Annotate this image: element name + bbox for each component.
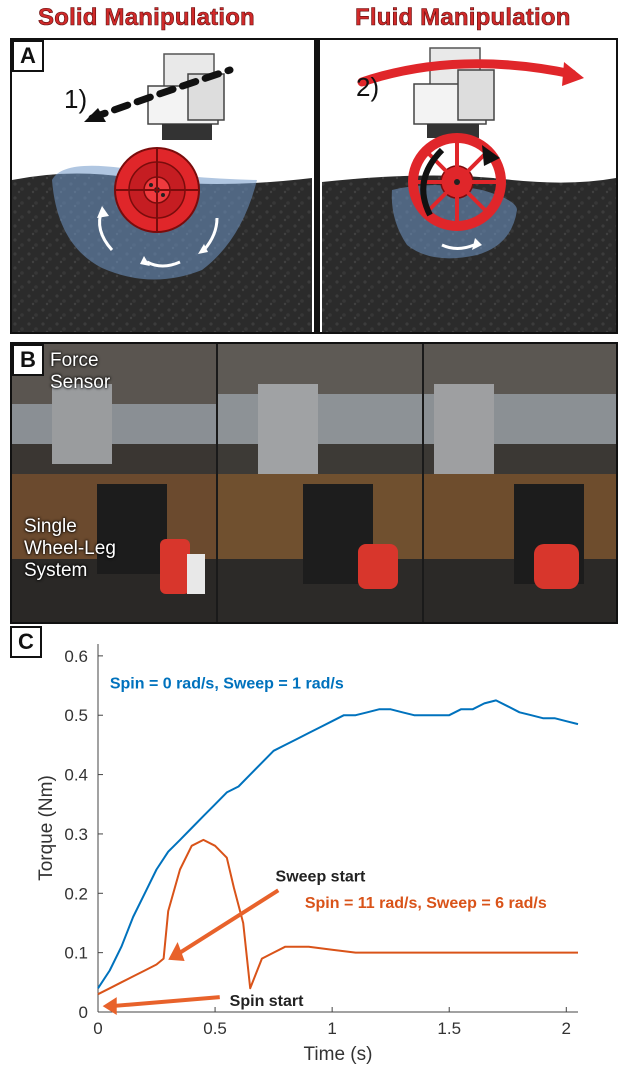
panel-a-schematic: A 1) 2) xyxy=(10,38,618,334)
y-tick-label: 0.6 xyxy=(64,647,88,666)
sweep-start-label: Sweep start xyxy=(276,868,366,885)
series-line-spin11-sweep6 xyxy=(97,838,578,996)
sweep-start-arrow xyxy=(178,888,280,955)
x-tick-label: 2 xyxy=(562,1019,571,1038)
sweep-start-arrowhead xyxy=(168,941,185,961)
y-tick-label: 0.2 xyxy=(64,884,88,903)
force-sensor-label: Force Sensor xyxy=(50,350,111,393)
series-line-spin0-sweep1 xyxy=(97,699,579,989)
x-axis-label: Time (s) xyxy=(304,1044,373,1065)
panel-divider xyxy=(314,40,320,332)
photo-2 xyxy=(218,344,422,622)
red-wheel-left xyxy=(114,147,200,233)
step-2-label: 2) xyxy=(356,72,380,102)
fluid-manipulation-heading: Fluid Manipulation xyxy=(355,4,571,32)
panel-c-chart: 0 0.1 0.2 0.3 0.4 0.5 0.6 0 0.5 1 1.5 2 Time (s) Torq… xyxy=(0,626,624,1073)
y-tick-label: 0.4 xyxy=(64,766,88,785)
series-label-blue: Spin = 0 rad/s, Sweep = 1 rad/s xyxy=(110,676,344,693)
x-tick-label: 0 xyxy=(93,1019,102,1038)
y-tick-label: 0 xyxy=(79,1003,88,1022)
spin-start-label: Spin start xyxy=(230,993,304,1010)
single-wheel-leg-system-label: Single Wheel-Leg System xyxy=(24,516,116,581)
x-tick-label: 0.5 xyxy=(203,1019,227,1038)
red-wheel-right xyxy=(408,133,506,231)
photo-1 xyxy=(12,344,216,622)
y-tick-label: 0.5 xyxy=(64,706,88,725)
y-tick-label: 0.1 xyxy=(64,944,88,963)
spin-start-arrowhead xyxy=(102,997,117,1015)
x-tick-label: 1 xyxy=(327,1019,336,1038)
panel-c-letter: C xyxy=(10,626,42,658)
solid-manipulation-heading: Solid Manipulation xyxy=(38,4,255,32)
panel-b-letter: B xyxy=(12,344,44,376)
step-1-label: 1) xyxy=(64,84,88,114)
y-axis-label: Torque (Nm) xyxy=(36,775,57,881)
spin-start-arrow xyxy=(111,995,220,1009)
y-tick-label: 0.3 xyxy=(64,825,88,844)
schematic-illustration xyxy=(12,40,616,332)
x-tick-label: 1.5 xyxy=(437,1019,461,1038)
torque-chart: 0 0.1 0.2 0.3 0.4 0.5 0.6 0 0.5 1 1.5 2 Time (s) Torq… xyxy=(36,644,579,1065)
panel-b-photos: B Force Sensor Single Wheel-Leg System xyxy=(10,342,618,624)
series-label-orange: Spin = 11 rad/s, Sweep = 6 rad/s xyxy=(305,895,547,912)
photo-3 xyxy=(424,344,616,622)
panel-a-letter: A xyxy=(12,40,44,72)
